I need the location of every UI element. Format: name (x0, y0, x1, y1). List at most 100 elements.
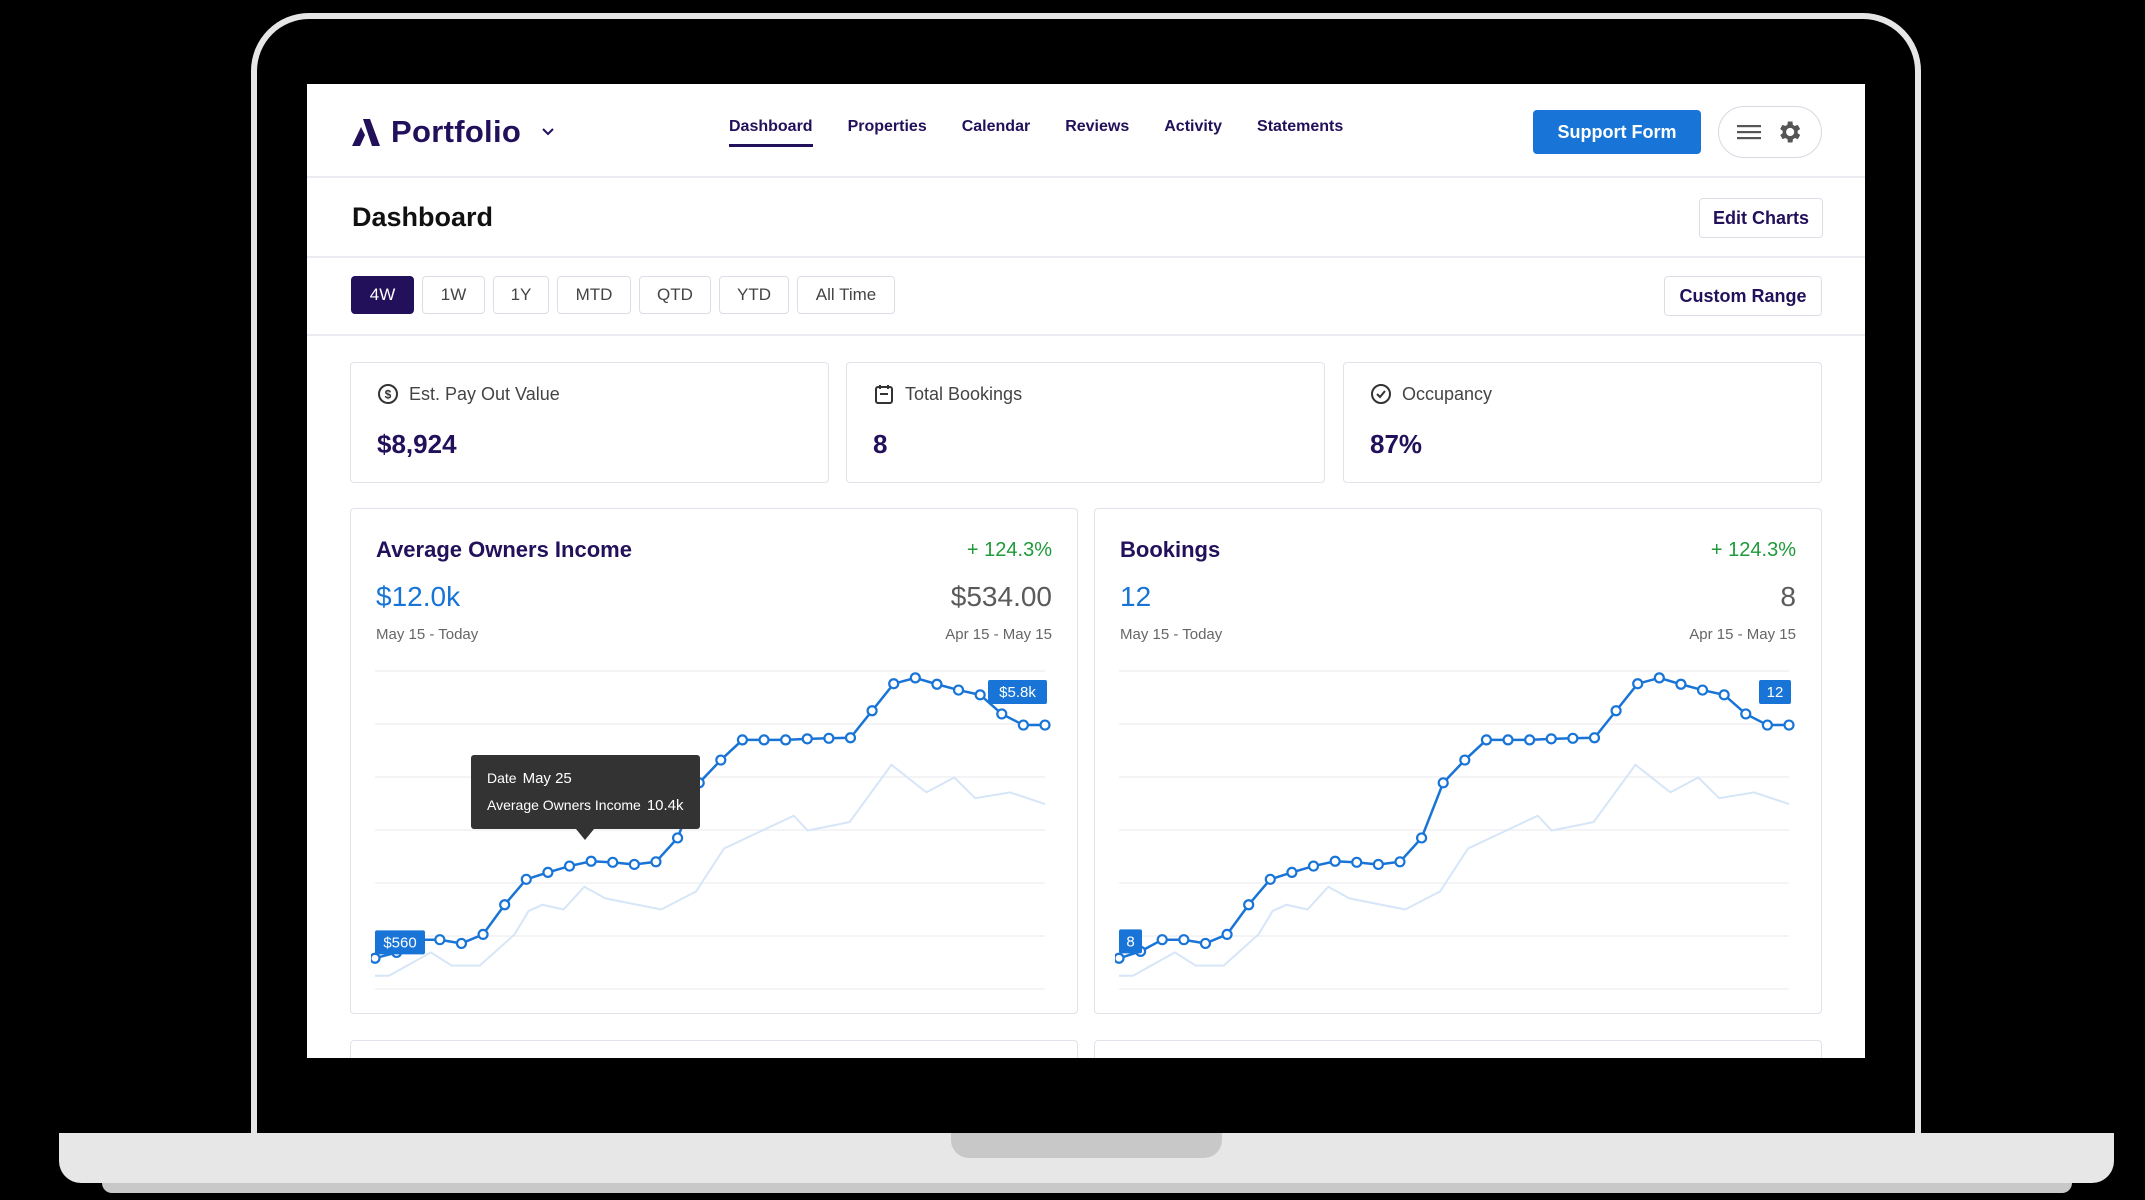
data-point[interactable] (1524, 734, 1536, 746)
data-point[interactable] (1610, 705, 1622, 717)
stat-label-row: Occupancy (1370, 383, 1492, 405)
data-point[interactable] (931, 678, 943, 690)
date-range-bar: 4W 1W 1Y MTD QTD YTD All Time Custom Ran… (307, 258, 1865, 336)
data-point[interactable] (1502, 734, 1514, 746)
page-header: Dashboard Edit Charts (307, 178, 1865, 258)
data-point[interactable] (1329, 855, 1341, 867)
data-point[interactable] (542, 866, 554, 878)
data-point[interactable] (607, 856, 619, 868)
line-chart[interactable]: 8 12 (1113, 659, 1795, 999)
data-point[interactable] (1632, 678, 1644, 690)
data-point[interactable] (1178, 934, 1190, 946)
data-point[interactable] (888, 678, 900, 690)
data-point[interactable] (1394, 856, 1406, 868)
data-point[interactable] (585, 855, 597, 867)
data-point[interactable] (1307, 860, 1320, 872)
range-all-time[interactable]: All Time (797, 276, 895, 314)
stat-card-occupancy: Occupancy 87% (1343, 362, 1822, 483)
data-point[interactable] (1039, 719, 1051, 731)
data-point[interactable] (823, 732, 835, 744)
data-point[interactable] (1351, 856, 1363, 868)
nav-properties[interactable]: Properties (847, 118, 927, 135)
data-point[interactable] (1696, 684, 1709, 696)
line-chart[interactable]: $560 $5.8k (369, 659, 1051, 999)
chevron-down-icon[interactable] (541, 127, 555, 137)
data-point[interactable] (974, 689, 986, 701)
chart-current-range: May 15 - Today (1120, 626, 1223, 643)
chart-current-value: $12.0k (376, 581, 461, 612)
data-point[interactable] (1675, 678, 1687, 690)
data-point[interactable] (434, 934, 446, 946)
data-point[interactable] (1264, 873, 1276, 885)
data-point[interactable] (1372, 858, 1384, 871)
app-switcher[interactable]: Portfolio (351, 114, 555, 150)
data-point[interactable] (671, 832, 684, 844)
data-point[interactable] (844, 732, 857, 744)
data-point[interactable] (455, 937, 468, 950)
custom-range-button[interactable]: Custom Range (1664, 276, 1822, 316)
data-point[interactable] (1113, 952, 1125, 964)
data-point[interactable] (780, 734, 792, 746)
tooltip-date: May 25 (522, 770, 572, 787)
data-point[interactable] (1718, 689, 1730, 701)
data-point[interactable] (369, 952, 381, 964)
data-point[interactable] (758, 734, 770, 746)
data-point[interactable] (477, 928, 489, 941)
svg-text:12: 12 (1767, 684, 1784, 701)
data-point[interactable] (1740, 708, 1752, 720)
data-point[interactable] (1761, 719, 1773, 731)
data-point[interactable] (1156, 934, 1168, 946)
data-point[interactable] (1437, 777, 1449, 789)
tooltip-date-label: Date (487, 770, 517, 786)
data-point[interactable] (1567, 732, 1579, 744)
support-form-button[interactable]: Support Form (1533, 110, 1701, 154)
data-point[interactable] (801, 733, 813, 745)
range-1w[interactable]: 1W (422, 276, 485, 314)
range-4w[interactable]: 4W (351, 276, 414, 314)
data-point[interactable] (715, 754, 727, 766)
range-ytd[interactable]: YTD (719, 276, 789, 314)
data-point[interactable] (1221, 928, 1233, 941)
edit-charts-button[interactable]: Edit Charts (1699, 198, 1823, 238)
chart-card-partial (350, 1040, 1078, 1058)
data-point[interactable] (520, 873, 532, 885)
data-point[interactable] (628, 858, 640, 871)
main-nav: Dashboard Properties Calendar Reviews Ac… (729, 118, 1343, 147)
stat-label: Est. Pay Out Value (409, 383, 560, 404)
range-mtd[interactable]: MTD (557, 276, 631, 314)
data-point[interactable] (1588, 732, 1601, 744)
data-point[interactable] (1243, 899, 1255, 911)
data-point[interactable] (736, 734, 749, 746)
range-1y[interactable]: 1Y (493, 276, 549, 314)
data-point[interactable] (1017, 719, 1029, 731)
nav-reviews[interactable]: Reviews (1065, 118, 1130, 135)
stat-value: 87% (1370, 429, 1423, 459)
chart-previous-value: 8 (1780, 581, 1796, 612)
nav-statements[interactable]: Statements (1257, 118, 1344, 135)
nav-dashboard[interactable]: Dashboard (729, 118, 813, 147)
data-point[interactable] (1199, 937, 1212, 950)
data-point[interactable] (650, 856, 662, 868)
nav-calendar[interactable]: Calendar (961, 118, 1031, 135)
data-point[interactable] (1415, 832, 1428, 844)
nav-activity[interactable]: Activity (1164, 118, 1223, 135)
stat-card-payout: $ Est. Pay Out Value $8,924 (350, 362, 829, 483)
data-point[interactable] (952, 684, 965, 696)
data-point[interactable] (1545, 733, 1557, 745)
range-qtd[interactable]: QTD (639, 276, 711, 314)
data-point[interactable] (996, 708, 1008, 720)
data-point[interactable] (866, 705, 878, 717)
data-point[interactable] (909, 672, 921, 684)
data-point[interactable] (1653, 672, 1665, 684)
stat-value: $8,924 (377, 429, 457, 459)
page-title: Dashboard (352, 202, 494, 232)
data-point[interactable] (563, 860, 576, 872)
data-point[interactable] (1459, 754, 1471, 766)
stat-label-row: Total Bookings (873, 383, 1022, 405)
data-point[interactable] (1783, 719, 1795, 731)
tooltip-metric-value: 10.4k (646, 797, 684, 814)
data-point[interactable] (1480, 734, 1493, 746)
account-menu-button[interactable] (1718, 106, 1822, 158)
data-point[interactable] (1286, 866, 1298, 878)
data-point[interactable] (499, 899, 511, 911)
